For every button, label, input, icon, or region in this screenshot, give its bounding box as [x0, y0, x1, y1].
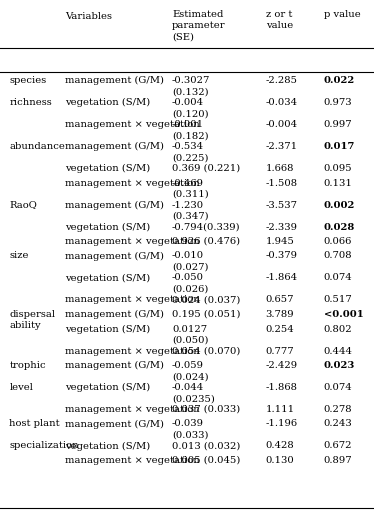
Text: 0.002: 0.002 — [324, 200, 355, 209]
Text: 0.074: 0.074 — [324, 273, 352, 282]
Text: 1.945: 1.945 — [266, 237, 294, 246]
Text: 0.428: 0.428 — [266, 442, 294, 451]
Text: -0.050
(0.026): -0.050 (0.026) — [172, 273, 208, 294]
Text: 0.897: 0.897 — [324, 456, 352, 465]
Text: species: species — [9, 76, 47, 85]
Text: 0.005 (0.045): 0.005 (0.045) — [172, 456, 240, 465]
Text: -2.339: -2.339 — [266, 223, 298, 232]
Text: 0.037 (0.033): 0.037 (0.033) — [172, 405, 240, 414]
Text: vegetation (S/M): vegetation (S/M) — [65, 223, 151, 232]
Text: -0.044
(0.0235): -0.044 (0.0235) — [172, 383, 215, 403]
Text: 0.028: 0.028 — [324, 223, 355, 232]
Text: 0.074: 0.074 — [324, 383, 352, 392]
Text: z or t
value: z or t value — [266, 10, 293, 30]
Text: 0.017: 0.017 — [324, 142, 355, 151]
Text: vegetation (S/M): vegetation (S/M) — [65, 383, 151, 392]
Text: 0.926 (0.476): 0.926 (0.476) — [172, 237, 240, 246]
Text: -0.469
(0.311): -0.469 (0.311) — [172, 178, 209, 198]
Text: management × vegetation: management × vegetation — [65, 405, 200, 414]
Text: management × vegetation: management × vegetation — [65, 237, 200, 246]
Text: management (G/M): management (G/M) — [65, 251, 165, 261]
Text: 0.131: 0.131 — [324, 178, 352, 187]
Text: vegetation (S/M): vegetation (S/M) — [65, 98, 151, 107]
Text: 0.802: 0.802 — [324, 324, 352, 333]
Text: -1.196: -1.196 — [266, 419, 298, 428]
Text: 0.0127
(0.050): 0.0127 (0.050) — [172, 324, 209, 344]
Text: abundance: abundance — [9, 142, 65, 151]
Text: -0.034: -0.034 — [266, 98, 298, 107]
Text: management (G/M): management (G/M) — [65, 310, 165, 319]
Text: management × vegetation: management × vegetation — [65, 296, 200, 305]
Text: 0.243: 0.243 — [324, 419, 352, 428]
Text: vegetation (S/M): vegetation (S/M) — [65, 442, 151, 451]
Text: Variables: Variables — [65, 12, 113, 21]
Text: -1.230
(0.347): -1.230 (0.347) — [172, 200, 209, 221]
Text: 0.023: 0.023 — [324, 361, 355, 370]
Text: -0.004: -0.004 — [266, 120, 298, 129]
Text: trophic: trophic — [9, 361, 46, 370]
Text: management (G/M): management (G/M) — [65, 419, 165, 428]
Text: 0.369 (0.221): 0.369 (0.221) — [172, 164, 240, 173]
Text: management × vegetation: management × vegetation — [65, 456, 200, 465]
Text: management (G/M): management (G/M) — [65, 200, 165, 209]
Text: 0.195 (0.051): 0.195 (0.051) — [172, 310, 240, 319]
Text: -2.429: -2.429 — [266, 361, 298, 370]
Text: 0.973: 0.973 — [324, 98, 352, 107]
Text: size: size — [9, 251, 29, 260]
Text: -2.371: -2.371 — [266, 142, 298, 151]
Text: 0.024 (0.037): 0.024 (0.037) — [172, 296, 240, 305]
Text: 0.066: 0.066 — [324, 237, 352, 246]
Text: 0.095: 0.095 — [324, 164, 352, 173]
Text: -3.537: -3.537 — [266, 200, 298, 209]
Text: -1.868: -1.868 — [266, 383, 298, 392]
Text: 0.777: 0.777 — [266, 346, 294, 355]
Text: -1.864: -1.864 — [266, 273, 298, 282]
Text: -0.004
(0.120): -0.004 (0.120) — [172, 98, 209, 118]
Text: 0.130: 0.130 — [266, 456, 294, 465]
Text: vegetation (S/M): vegetation (S/M) — [65, 273, 151, 282]
Text: host plant: host plant — [9, 419, 60, 428]
Text: 0.444: 0.444 — [324, 346, 353, 355]
Text: management (G/M): management (G/M) — [65, 76, 165, 85]
Text: 0.022: 0.022 — [324, 76, 355, 85]
Text: management (G/M): management (G/M) — [65, 361, 165, 370]
Text: RaoQ: RaoQ — [9, 200, 37, 209]
Text: 0.708: 0.708 — [324, 251, 352, 260]
Text: 0.517: 0.517 — [324, 296, 352, 305]
Text: 0.254: 0.254 — [266, 324, 294, 333]
Text: -1.508: -1.508 — [266, 178, 298, 187]
Text: -0.794(0.339): -0.794(0.339) — [172, 223, 240, 232]
Text: 1.111: 1.111 — [266, 405, 295, 414]
Text: 0.278: 0.278 — [324, 405, 352, 414]
Text: dispersal
ability: dispersal ability — [9, 310, 55, 330]
Text: -0.010
(0.027): -0.010 (0.027) — [172, 251, 209, 271]
Text: management × vegetation: management × vegetation — [65, 346, 200, 355]
Text: management × vegetation: management × vegetation — [65, 120, 200, 129]
Text: -0.059
(0.024): -0.059 (0.024) — [172, 361, 209, 381]
Text: <0.001: <0.001 — [324, 310, 363, 319]
Text: 0.672: 0.672 — [324, 442, 352, 451]
Text: 0.013 (0.032): 0.013 (0.032) — [172, 442, 240, 451]
Text: level: level — [9, 383, 33, 392]
Text: management × vegetation: management × vegetation — [65, 178, 200, 187]
Text: management (G/M): management (G/M) — [65, 142, 165, 151]
Text: richness: richness — [9, 98, 52, 107]
Text: 0.657: 0.657 — [266, 296, 294, 305]
Text: 0.054 (0.070): 0.054 (0.070) — [172, 346, 240, 355]
Text: -0.3027
(0.132): -0.3027 (0.132) — [172, 76, 211, 96]
Text: 3.789: 3.789 — [266, 310, 294, 319]
Text: -0.039
(0.033): -0.039 (0.033) — [172, 419, 209, 440]
Text: -2.285: -2.285 — [266, 76, 298, 85]
Text: specialization: specialization — [9, 442, 79, 451]
Text: p value: p value — [324, 10, 360, 19]
Text: vegetation (S/M): vegetation (S/M) — [65, 164, 151, 173]
Text: Estimated
parameter
(SE): Estimated parameter (SE) — [172, 10, 226, 41]
Text: -0.379: -0.379 — [266, 251, 298, 260]
Text: 1.668: 1.668 — [266, 164, 294, 173]
Text: 0.997: 0.997 — [324, 120, 352, 129]
Text: -0.001
(0.182): -0.001 (0.182) — [172, 120, 209, 140]
Text: vegetation (S/M): vegetation (S/M) — [65, 324, 151, 334]
Text: -0.534
(0.225): -0.534 (0.225) — [172, 142, 209, 162]
